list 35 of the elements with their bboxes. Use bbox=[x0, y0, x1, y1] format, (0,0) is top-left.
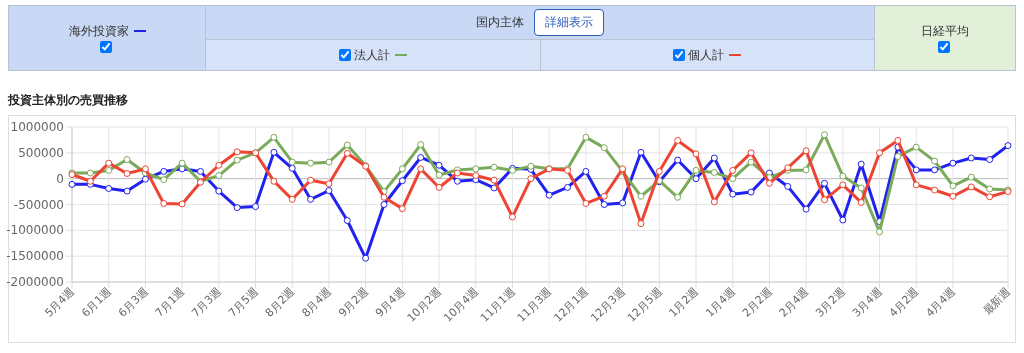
x-tick-label: 3月2週 bbox=[813, 284, 848, 320]
y-tick-label: 500000 bbox=[18, 145, 64, 160]
x-tick-label: 9月4週 bbox=[372, 284, 408, 320]
x-tick-label: 10月4週 bbox=[441, 284, 481, 325]
x-tick-label: 7月3週 bbox=[189, 284, 224, 320]
x-tick-label: 2月4週 bbox=[776, 284, 812, 320]
x-tick-label: 3月4週 bbox=[850, 284, 885, 320]
text: 日経平均 bbox=[920, 22, 970, 40]
legend-label: 海外投資家 bbox=[68, 23, 129, 38]
x-tick-label: 最新週 bbox=[980, 284, 1014, 318]
x-tick-label: 12月3週 bbox=[588, 284, 628, 325]
x-tick-label: 6月3週 bbox=[115, 284, 151, 320]
x-tick-label: 4月4週 bbox=[923, 284, 959, 320]
x-tick-label: 2月2週 bbox=[739, 284, 775, 320]
x-tick-label: 1月4週 bbox=[703, 284, 738, 320]
x-tick-label: 12月1週 bbox=[551, 284, 591, 325]
x-tick-label: 7月1週 bbox=[152, 284, 188, 320]
y-tick-label: 0 bbox=[56, 171, 64, 186]
x-tick-label: 6月1週 bbox=[79, 284, 114, 320]
x-tick-label: 7月5週 bbox=[226, 284, 261, 320]
chart-title: 投資主体別の売買推移 bbox=[8, 92, 128, 109]
x-tick-label: 4月2週 bbox=[886, 284, 922, 320]
y-tick-label: -1000000 bbox=[6, 223, 64, 238]
y-tick-label: -2000000 bbox=[6, 275, 64, 289]
text: 国内主体 bbox=[476, 15, 524, 29]
x-tick-label: 8月4週 bbox=[299, 284, 335, 320]
legend-label: 法人計 bbox=[353, 47, 390, 62]
legend-label: 個人計 bbox=[688, 47, 725, 62]
y-tick-label: 1000000 bbox=[10, 120, 64, 134]
x-tick-label: 9月2週 bbox=[336, 284, 371, 320]
y-tick-label: -1500000 bbox=[6, 249, 64, 264]
text: 詳細表示 bbox=[534, 9, 604, 36]
y-tick-label: -500000 bbox=[13, 197, 64, 212]
x-tick-label: 1月2週 bbox=[666, 284, 702, 320]
x-tick-label: 8月2週 bbox=[262, 284, 298, 320]
